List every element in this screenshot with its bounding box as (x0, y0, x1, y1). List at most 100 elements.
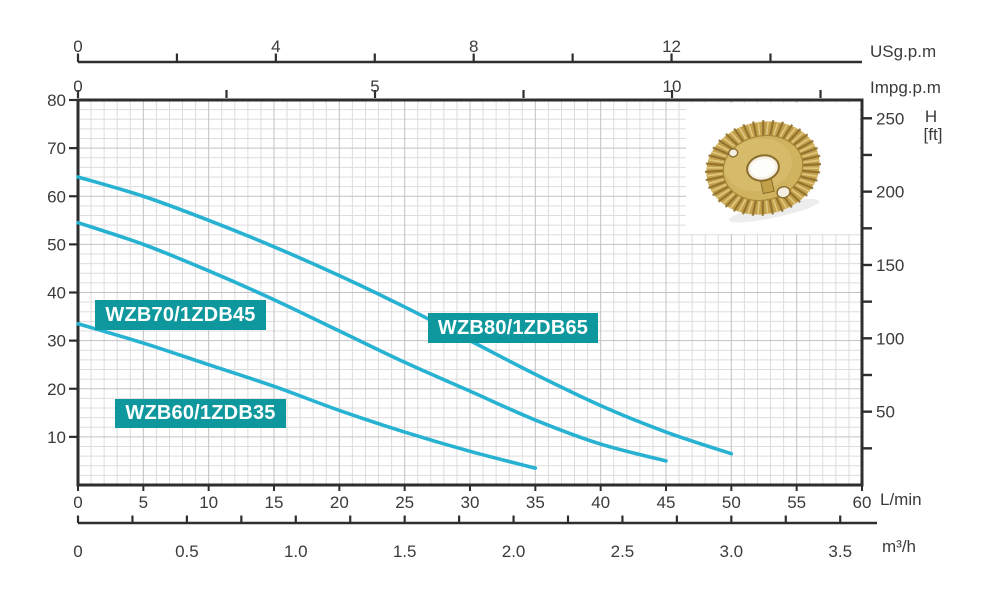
impeller-vane-highlight (773, 121, 779, 136)
impeller-vane (717, 189, 734, 203)
impeller-vane-highlight (707, 158, 724, 163)
m3h-unit-label: m³/h (882, 537, 916, 556)
impeller-vane-highlight (791, 188, 804, 199)
impeller-vane-highlight (796, 137, 811, 148)
impeller-vane-highlight (802, 173, 819, 178)
pump-curve-wzb60-1zdb35 (76, 321, 538, 470)
lmin-tick-label: 20 (330, 493, 349, 512)
series-label-wzb80-1zdb65: WZB80/1ZDB65 (428, 313, 598, 343)
impeller-vane-highlight (757, 201, 760, 216)
m3h-tick-label: 0 (73, 542, 82, 561)
impgpm-unit-label: Impg.p.m (870, 78, 941, 97)
impeller-vane-highlight (765, 200, 769, 215)
impeller-vane-highlight (738, 198, 747, 213)
lmin-tick-label: 5 (139, 493, 148, 512)
series-label-wzb60-1zdb35: WZB60/1ZDB35 (115, 399, 286, 428)
head-m-tick-label: 10 (47, 428, 66, 447)
impeller-vane-highlight (802, 151, 819, 158)
lmin-tick-label: 40 (591, 493, 610, 512)
impeller-vane-highlight (738, 126, 747, 140)
impeller-vane-highlight (791, 131, 805, 144)
impeller-vane (742, 123, 751, 140)
head-ft-tick-label: 150 (876, 256, 904, 275)
impeller-vane (712, 146, 730, 156)
impgpm-tick-label: 10 (663, 77, 682, 96)
lmin-tick-label: 60 (853, 493, 872, 512)
impeller-vane-highlight (706, 172, 723, 177)
impeller-vane-highlight (779, 196, 788, 210)
impeller-hub-hole-core (750, 158, 776, 178)
impeller-vane-highlight (716, 143, 731, 152)
head-m-tick-label: 50 (47, 235, 66, 254)
impeller-vane-highlight (729, 131, 741, 143)
impeller-vane-highlight (710, 183, 727, 193)
m3h-tick-label: 3.0 (720, 542, 744, 561)
usgpm-tick-label: 8 (469, 37, 478, 56)
head-m-tick-label: 40 (47, 284, 66, 303)
impeller-vane (799, 146, 819, 156)
impeller-vane (775, 121, 785, 138)
impeller-photo (686, 103, 859, 234)
pump-curve-wzb70-1zdb45 (76, 220, 668, 463)
impeller-vane (712, 185, 730, 197)
impeller-vane-highlight (803, 167, 820, 169)
impeller-vane (792, 133, 809, 147)
impeller-vane (802, 162, 822, 167)
impeller-vane-highlight (785, 126, 797, 140)
impeller-vane (787, 128, 802, 143)
lmin-tick-label: 30 (461, 493, 480, 512)
lmin-tick-label: 50 (722, 493, 741, 512)
m3h-tick-label: 0.5 (175, 542, 199, 561)
impeller-vane (761, 200, 764, 216)
head-ft-tick-label: 100 (876, 329, 904, 348)
impeller-vane (707, 180, 727, 190)
impeller-vane (769, 119, 775, 136)
head-m-tick-label: 60 (47, 187, 66, 206)
impeller-vane-highlight (747, 200, 753, 215)
impeller-vane (752, 121, 758, 137)
impeller-vane-highlight (779, 123, 788, 138)
impeller-vane (733, 127, 745, 143)
impeller-vane (796, 180, 814, 190)
impeller-vane (801, 154, 821, 161)
impeller-vane (775, 196, 784, 213)
lmin-unit-label: L/min (880, 490, 922, 509)
head-m-tick-label: 20 (47, 380, 66, 399)
head-ft-tick-label: 250 (876, 109, 904, 128)
impeller-vane-highlight (772, 199, 779, 213)
head-m-tick-label: 30 (47, 332, 66, 351)
impeller-wheel (704, 119, 822, 223)
impeller-vane-highlight (766, 120, 769, 135)
series-label-wzb70-1zdb45: WZB70/1ZDB45 (95, 300, 266, 330)
impeller-vane (704, 169, 724, 174)
impeller-vane-highlight (729, 196, 741, 210)
m3h-tick-label: 2.0 (502, 542, 526, 561)
lmin-tick-label: 55 (787, 493, 806, 512)
impgpm-tick-label: 0 (73, 77, 82, 96)
lmin-tick-label: 45 (657, 493, 676, 512)
impeller-vane-highlight (722, 137, 735, 148)
impeller-vane (705, 175, 725, 182)
lmin-tick-label: 35 (526, 493, 545, 512)
m3h-tick-label: 2.5 (611, 542, 635, 561)
lmin-tick-label: 25 (395, 493, 414, 512)
impeller-vane (708, 154, 727, 161)
impeller-vane (796, 139, 814, 151)
usgpm-tick-label: 0 (73, 37, 82, 56)
impeller-vane-highlight (721, 192, 735, 205)
impeller-vane (732, 196, 744, 213)
impeller-vane-highlight (706, 167, 723, 169)
m3h-tick-label: 1.5 (393, 542, 417, 561)
impeller-vane-highlight (799, 178, 815, 186)
impeller-vane (768, 199, 774, 215)
impeller-vane-highlight (757, 121, 761, 136)
head-m-tick-label: 70 (47, 139, 66, 158)
head-ft-axis-subtitle: [ft] (924, 125, 943, 144)
impeller-vane (741, 198, 751, 215)
impeller-vane (792, 185, 808, 197)
impeller-vane (799, 175, 818, 182)
impeller-vane-highlight (715, 188, 730, 199)
lmin-tick-label: 10 (199, 493, 218, 512)
